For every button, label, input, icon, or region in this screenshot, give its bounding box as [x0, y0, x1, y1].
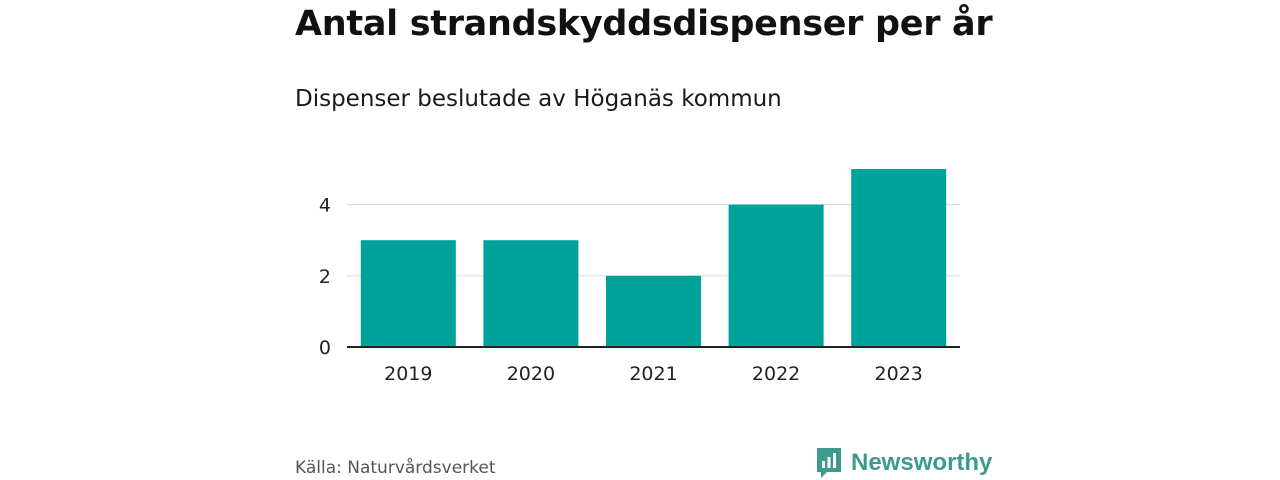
source-note: Källa: Naturvårdsverket	[295, 458, 496, 478]
chart-subtitle: Dispenser beslutade av Höganäs kommun	[295, 86, 782, 112]
x-tick-label: 2022	[752, 363, 800, 385]
x-tick-label: 2019	[384, 363, 432, 385]
chart-title: Antal strandskyddsdispenser per år	[295, 4, 993, 44]
y-tick-label: 2	[319, 266, 331, 288]
x-tick-label: 2023	[875, 363, 923, 385]
y-tick-label: 0	[319, 337, 331, 359]
brand-name: Newsworthy	[851, 449, 993, 476]
x-tick-label: 2020	[507, 363, 555, 385]
x-tick-label: 2021	[629, 363, 677, 385]
brand-logo-lockup: Newsworthy	[815, 446, 992, 480]
y-tick-label: 4	[319, 195, 331, 217]
bar	[360, 240, 456, 347]
bar	[728, 204, 824, 347]
bar	[606, 275, 701, 347]
newsworthy-logo-icon	[817, 448, 841, 478]
bar	[483, 240, 579, 347]
bar	[851, 169, 947, 347]
